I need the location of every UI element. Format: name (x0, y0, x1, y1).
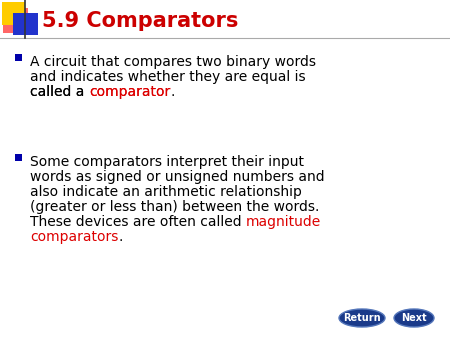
Text: also indicate an arithmetic relationship: also indicate an arithmetic relationship (30, 185, 302, 199)
Text: called a: called a (30, 85, 89, 99)
Text: and indicates whether they are equal is: and indicates whether they are equal is (30, 70, 306, 84)
Ellipse shape (339, 309, 385, 327)
Text: words as signed or unsigned numbers and: words as signed or unsigned numbers and (30, 170, 324, 184)
Text: 5.9 Comparators: 5.9 Comparators (42, 11, 239, 31)
Text: comparator: comparator (89, 85, 170, 99)
Text: Return: Return (343, 313, 381, 323)
Text: A circuit that compares two binary words: A circuit that compares two binary words (30, 55, 316, 69)
Text: magnitude: magnitude (246, 215, 321, 229)
Text: comparator: comparator (89, 85, 170, 99)
Text: Next: Next (401, 313, 427, 323)
FancyBboxPatch shape (15, 54, 22, 61)
Text: .: . (118, 230, 123, 244)
Text: These devices are often called: These devices are often called (30, 215, 246, 229)
Text: .: . (170, 85, 175, 99)
FancyBboxPatch shape (3, 8, 28, 33)
Ellipse shape (394, 309, 434, 327)
Text: comparators: comparators (30, 230, 118, 244)
Text: Some comparators interpret their input: Some comparators interpret their input (30, 155, 304, 169)
FancyBboxPatch shape (13, 13, 38, 35)
FancyBboxPatch shape (15, 154, 22, 161)
Text: called a: called a (30, 85, 89, 99)
FancyBboxPatch shape (2, 2, 25, 25)
Text: (greater or less than) between the words.: (greater or less than) between the words… (30, 200, 320, 214)
